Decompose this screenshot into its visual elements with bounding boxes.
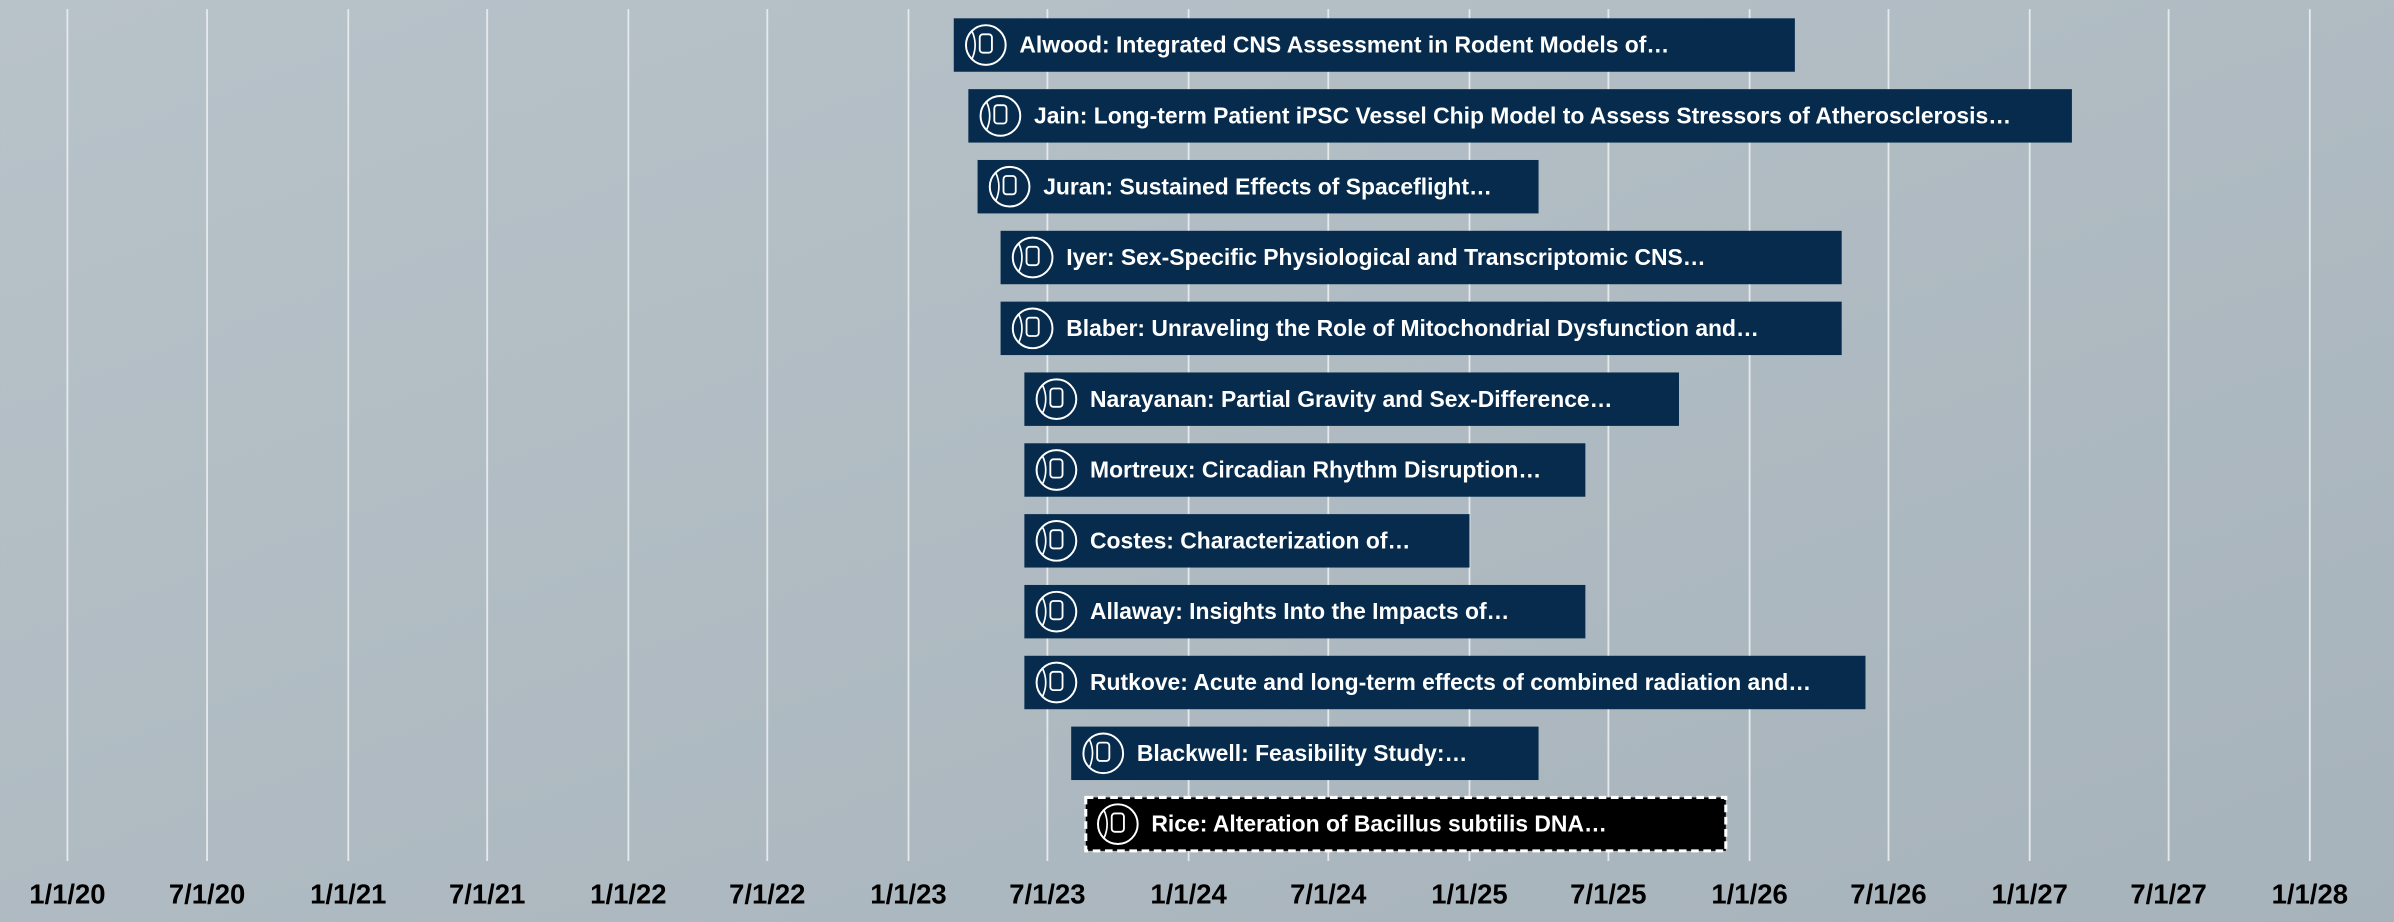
x-tick-label: 1/1/22 (590, 878, 666, 909)
task-icon-detail (1103, 810, 1108, 839)
task-icon (988, 165, 1031, 208)
x-tick-label: 1/1/23 (870, 878, 946, 909)
task-icon-detail (993, 104, 1008, 125)
task-icon-detail (1025, 245, 1040, 267)
x-tick-label: 7/1/21 (449, 878, 525, 909)
task-bar[interactable] (1000, 301, 1842, 356)
task-icon (1082, 732, 1125, 775)
task-icon (1035, 590, 1078, 633)
task-bar[interactable] (1000, 230, 1842, 285)
task-icon-detail (995, 172, 1000, 201)
task-icon-detail (971, 30, 976, 60)
task-icon-detail (1018, 243, 1023, 272)
x-tick-label: 7/1/24 (1290, 878, 1367, 909)
task-label: Iyer: Sex-Specific Physiological and Tra… (1066, 244, 1705, 270)
task-icon-detail (1049, 529, 1064, 550)
task-bar[interactable] (1071, 726, 1539, 781)
x-tick-label: 7/1/20 (169, 878, 245, 909)
task-icon-detail (1049, 387, 1064, 408)
task-icon-detail (1041, 385, 1047, 414)
task-bar[interactable] (1024, 584, 1586, 639)
x-tick-label: 7/1/23 (1009, 878, 1085, 909)
x-tick-label: 1/1/27 (1992, 878, 2068, 909)
task-label: Jain: Long-term Patient iPSC Vessel Chip… (1034, 102, 2011, 128)
x-tick-label: 1/1/26 (1711, 878, 1787, 909)
task-icon (1011, 236, 1054, 279)
x-tick-label: 1/1/25 (1431, 878, 1507, 909)
task-icon (1035, 449, 1078, 491)
task-icon-detail (1049, 600, 1064, 621)
task-label: Narayanan: Partial Gravity and Sex-Diffe… (1090, 386, 1613, 412)
task-icon-detail (985, 101, 991, 130)
task-icon-detail (1041, 597, 1047, 626)
task-icon (1096, 803, 1139, 845)
task-icon (1011, 307, 1054, 350)
task-icon-detail (1041, 526, 1047, 555)
task-bar[interactable] (1024, 514, 1470, 568)
task-icon (1035, 519, 1078, 562)
task-label: Mortreux: Circadian Rhythm Disruption… (1090, 457, 1541, 483)
task-icon-detail (1002, 175, 1017, 196)
task-bar-group[interactable]: Rutkove: Acute and long-term effects of … (1024, 655, 1866, 710)
task-label: Costes: Characterization of… (1090, 527, 1410, 553)
x-tick-label: 7/1/22 (729, 878, 805, 909)
task-icon-detail (978, 33, 993, 54)
task-bar[interactable] (1024, 443, 1586, 497)
task-bar[interactable] (1024, 655, 1866, 710)
task-icon (1035, 378, 1078, 421)
task-icon-detail (1018, 314, 1023, 343)
task-label: Rutkove: Acute and long-term effects of … (1090, 669, 1811, 695)
task-bar[interactable] (1024, 372, 1679, 426)
task-bar-group[interactable]: Allaway: Insights Into the Impacts of… (1024, 584, 1586, 639)
x-tick-label: 1/1/24 (1150, 878, 1227, 909)
x-tick-label: 1/1/20 (29, 878, 105, 909)
task-icon-detail (1041, 668, 1047, 697)
task-label: Allaway: Insights Into the Impacts of… (1090, 598, 1509, 624)
task-label: Blaber: Unraveling the Role of Mitochond… (1066, 315, 1759, 341)
x-tick-label: 7/1/25 (1570, 878, 1646, 909)
task-bar-group[interactable]: Alwood: Integrated CNS Assessment in Rod… (953, 18, 1795, 72)
task-icon (979, 95, 1022, 137)
x-tick-label: 7/1/26 (1850, 878, 1926, 909)
task-bar-group[interactable]: Juran: Sustained Effects of Spaceflight… (977, 159, 1539, 214)
task-bar-group[interactable]: Mortreux: Circadian Rhythm Disruption… (1024, 443, 1586, 497)
task-label: Juran: Sustained Effects of Spaceflight… (1043, 173, 1492, 199)
task-icon-detail (1049, 458, 1064, 479)
task-bar[interactable] (977, 159, 1539, 214)
task-icon-detail (1088, 739, 1094, 768)
task-label: Blackwell: Feasibility Study:… (1137, 740, 1468, 766)
task-bar-group[interactable]: Jain: Long-term Patient iPSC Vessel Chip… (968, 89, 2072, 143)
task-icon-detail (1049, 670, 1064, 692)
task-icon-detail (1096, 741, 1111, 762)
task-icon-detail (1041, 455, 1047, 485)
task-bar-group[interactable]: Rice: Alteration of Bacillus subtilis DN… (1084, 795, 1728, 853)
task-bar[interactable] (1084, 795, 1728, 853)
task-icon (1035, 661, 1078, 704)
task-bar-group[interactable]: Costes: Characterization of… (1024, 514, 1470, 568)
x-tick-label: 1/1/21 (310, 878, 386, 909)
task-bar[interactable] (953, 18, 1795, 72)
task-bar-group[interactable]: Narayanan: Partial Gravity and Sex-Diffe… (1024, 372, 1679, 426)
task-bar-group[interactable]: Iyer: Sex-Specific Physiological and Tra… (1000, 230, 1842, 285)
task-icon-detail (1110, 812, 1125, 833)
x-tick-label: 1/1/28 (2272, 878, 2348, 909)
task-icon-detail (1025, 316, 1040, 337)
task-bar[interactable] (968, 89, 2072, 143)
x-tick-label: 7/1/27 (2130, 878, 2206, 909)
task-bar-group[interactable]: Blaber: Unraveling the Role of Mitochond… (1000, 301, 1842, 356)
task-icon (964, 24, 1007, 66)
task-label: Alwood: Integrated CNS Assessment in Rod… (1019, 32, 1669, 58)
task-label: Rice: Alteration of Bacillus subtilis DN… (1151, 811, 1606, 837)
task-bar-group[interactable]: Blackwell: Feasibility Study:… (1071, 726, 1539, 781)
